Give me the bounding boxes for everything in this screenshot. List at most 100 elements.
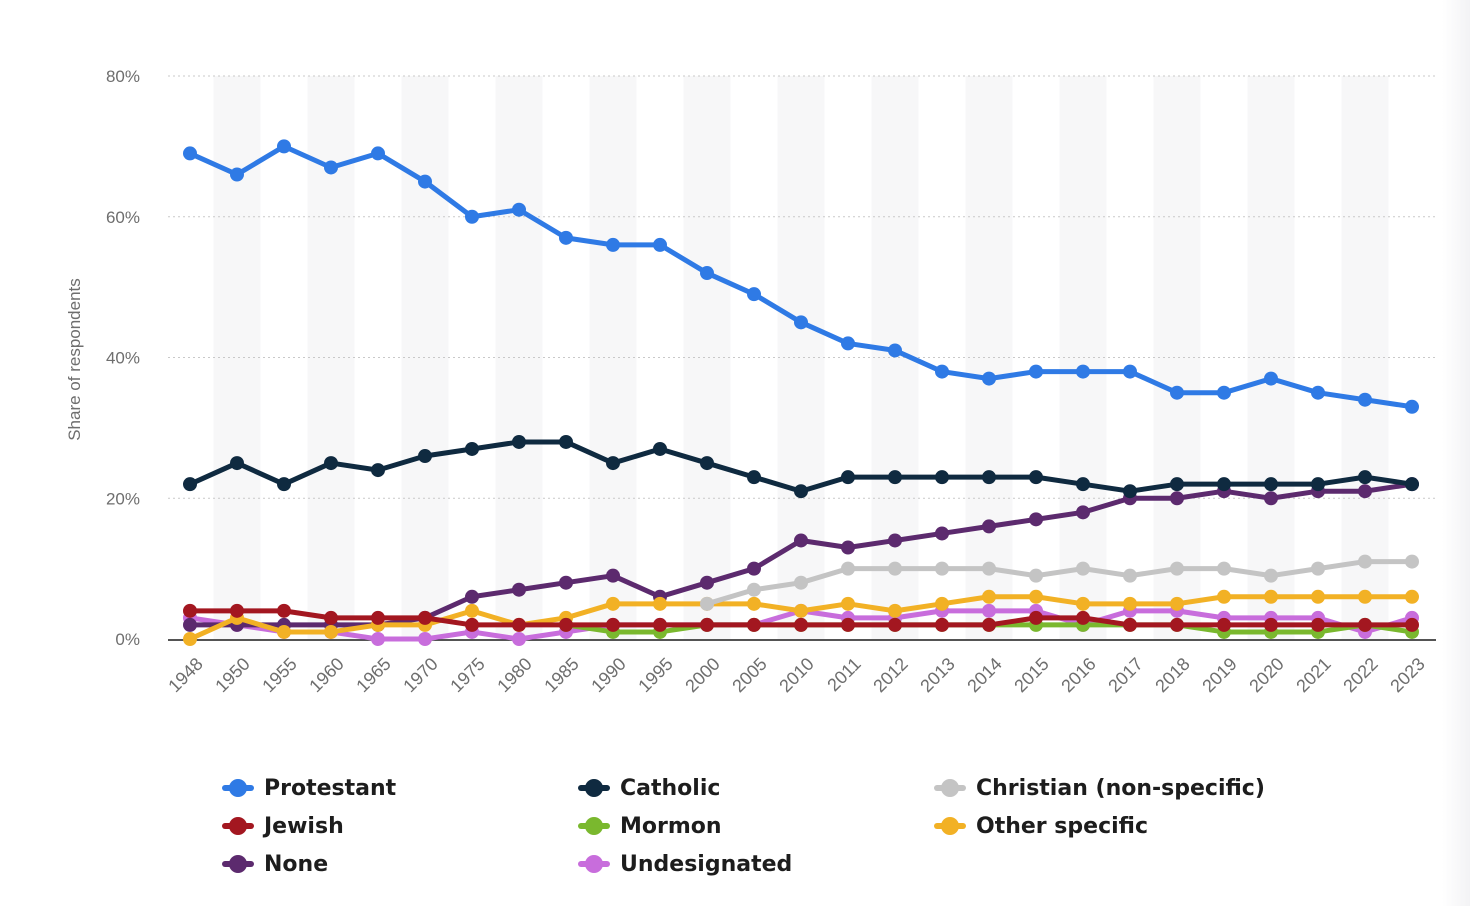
legend-item[interactable]: None xyxy=(222,846,328,882)
data-point xyxy=(559,617,573,632)
data-point xyxy=(888,617,902,632)
data-point xyxy=(1264,491,1278,506)
legend-item[interactable]: Undesignated xyxy=(578,846,792,882)
data-point xyxy=(606,596,620,611)
x-tick-label: 2020 xyxy=(1245,654,1287,696)
legend-swatch xyxy=(222,816,254,836)
data-point xyxy=(935,364,949,379)
data-point xyxy=(1264,477,1278,492)
data-point xyxy=(935,596,949,611)
series-catholic xyxy=(183,434,1419,499)
y-tick-label: 40% xyxy=(106,349,140,368)
data-point xyxy=(1170,617,1184,632)
data-point xyxy=(559,434,573,449)
x-tick-label: 2005 xyxy=(728,654,770,696)
data-point xyxy=(794,603,808,618)
data-point xyxy=(1217,617,1231,632)
legend-swatch xyxy=(578,778,610,798)
legend-swatch xyxy=(222,854,254,874)
x-tick-label: 2017 xyxy=(1104,654,1146,696)
data-point xyxy=(982,617,996,632)
data-point xyxy=(230,603,244,618)
x-tick-label: 1965 xyxy=(352,654,394,696)
x-tick-label: 2010 xyxy=(775,654,817,696)
series-christian-non-specific xyxy=(700,554,1419,611)
data-point xyxy=(747,470,761,485)
data-point xyxy=(183,477,197,492)
data-point xyxy=(1029,512,1043,527)
legend-item[interactable]: Catholic xyxy=(578,770,720,806)
data-point xyxy=(794,484,808,499)
legend-item[interactable]: Jewish xyxy=(222,808,344,844)
data-point xyxy=(324,456,338,471)
data-point xyxy=(1358,589,1372,604)
data-point xyxy=(1029,610,1043,625)
data-point xyxy=(418,449,432,464)
data-point xyxy=(1076,505,1090,520)
legend-item[interactable]: Other specific xyxy=(934,808,1148,844)
x-tick-label: 1948 xyxy=(164,654,206,696)
data-point xyxy=(1076,596,1090,611)
data-point xyxy=(841,470,855,485)
data-point xyxy=(606,237,620,252)
series-lines xyxy=(183,139,1419,646)
data-point xyxy=(1264,568,1278,583)
legend-label: Jewish xyxy=(264,813,344,839)
data-point xyxy=(1358,617,1372,632)
data-point xyxy=(747,561,761,576)
series-protestant xyxy=(183,139,1419,414)
data-point xyxy=(418,610,432,625)
legend-swatch xyxy=(934,816,966,836)
x-tick-label: 2022 xyxy=(1339,654,1381,696)
data-point xyxy=(1405,617,1419,632)
data-point xyxy=(1123,484,1137,499)
data-point xyxy=(1264,617,1278,632)
data-point xyxy=(277,139,291,154)
data-point xyxy=(1358,484,1372,499)
x-tick-label: 1960 xyxy=(305,654,347,696)
x-tick-label: 2012 xyxy=(869,654,911,696)
data-point xyxy=(1358,392,1372,407)
data-point xyxy=(465,209,479,224)
x-tick-label: 2023 xyxy=(1386,654,1428,696)
data-point xyxy=(277,624,291,639)
series-line xyxy=(704,559,1415,607)
data-point xyxy=(1170,385,1184,400)
y-axis-label: Share of respondents xyxy=(65,278,84,441)
data-point xyxy=(1311,589,1325,604)
data-point xyxy=(982,371,996,386)
x-tick-label: 2013 xyxy=(916,654,958,696)
legend-swatch xyxy=(578,816,610,836)
x-tick-label: 1985 xyxy=(540,654,582,696)
data-point xyxy=(1311,617,1325,632)
data-point xyxy=(1405,589,1419,604)
data-point xyxy=(982,561,996,576)
data-point xyxy=(1029,568,1043,583)
data-point xyxy=(465,603,479,618)
data-point xyxy=(1311,477,1325,492)
data-point xyxy=(371,632,385,646)
data-point xyxy=(1358,554,1372,569)
data-point xyxy=(1405,399,1419,414)
y-tick-label: 60% xyxy=(106,208,140,227)
legend-swatch xyxy=(934,778,966,798)
legend-item[interactable]: Protestant xyxy=(222,770,396,806)
data-point xyxy=(1076,561,1090,576)
x-tick-label: 1955 xyxy=(258,654,300,696)
gridlines xyxy=(168,75,1436,499)
data-point xyxy=(371,146,385,161)
data-point xyxy=(371,463,385,478)
legend-item[interactable]: Christian (non-specific) xyxy=(934,770,1265,806)
data-point xyxy=(324,624,338,639)
data-point xyxy=(794,617,808,632)
y-tick-label: 0% xyxy=(115,630,140,649)
data-point xyxy=(1217,385,1231,400)
data-point xyxy=(183,617,197,632)
data-point xyxy=(1264,589,1278,604)
data-point xyxy=(512,632,526,646)
data-point xyxy=(841,561,855,576)
data-point xyxy=(1123,596,1137,611)
legend-item[interactable]: Mormon xyxy=(578,808,722,844)
data-point xyxy=(747,617,761,632)
